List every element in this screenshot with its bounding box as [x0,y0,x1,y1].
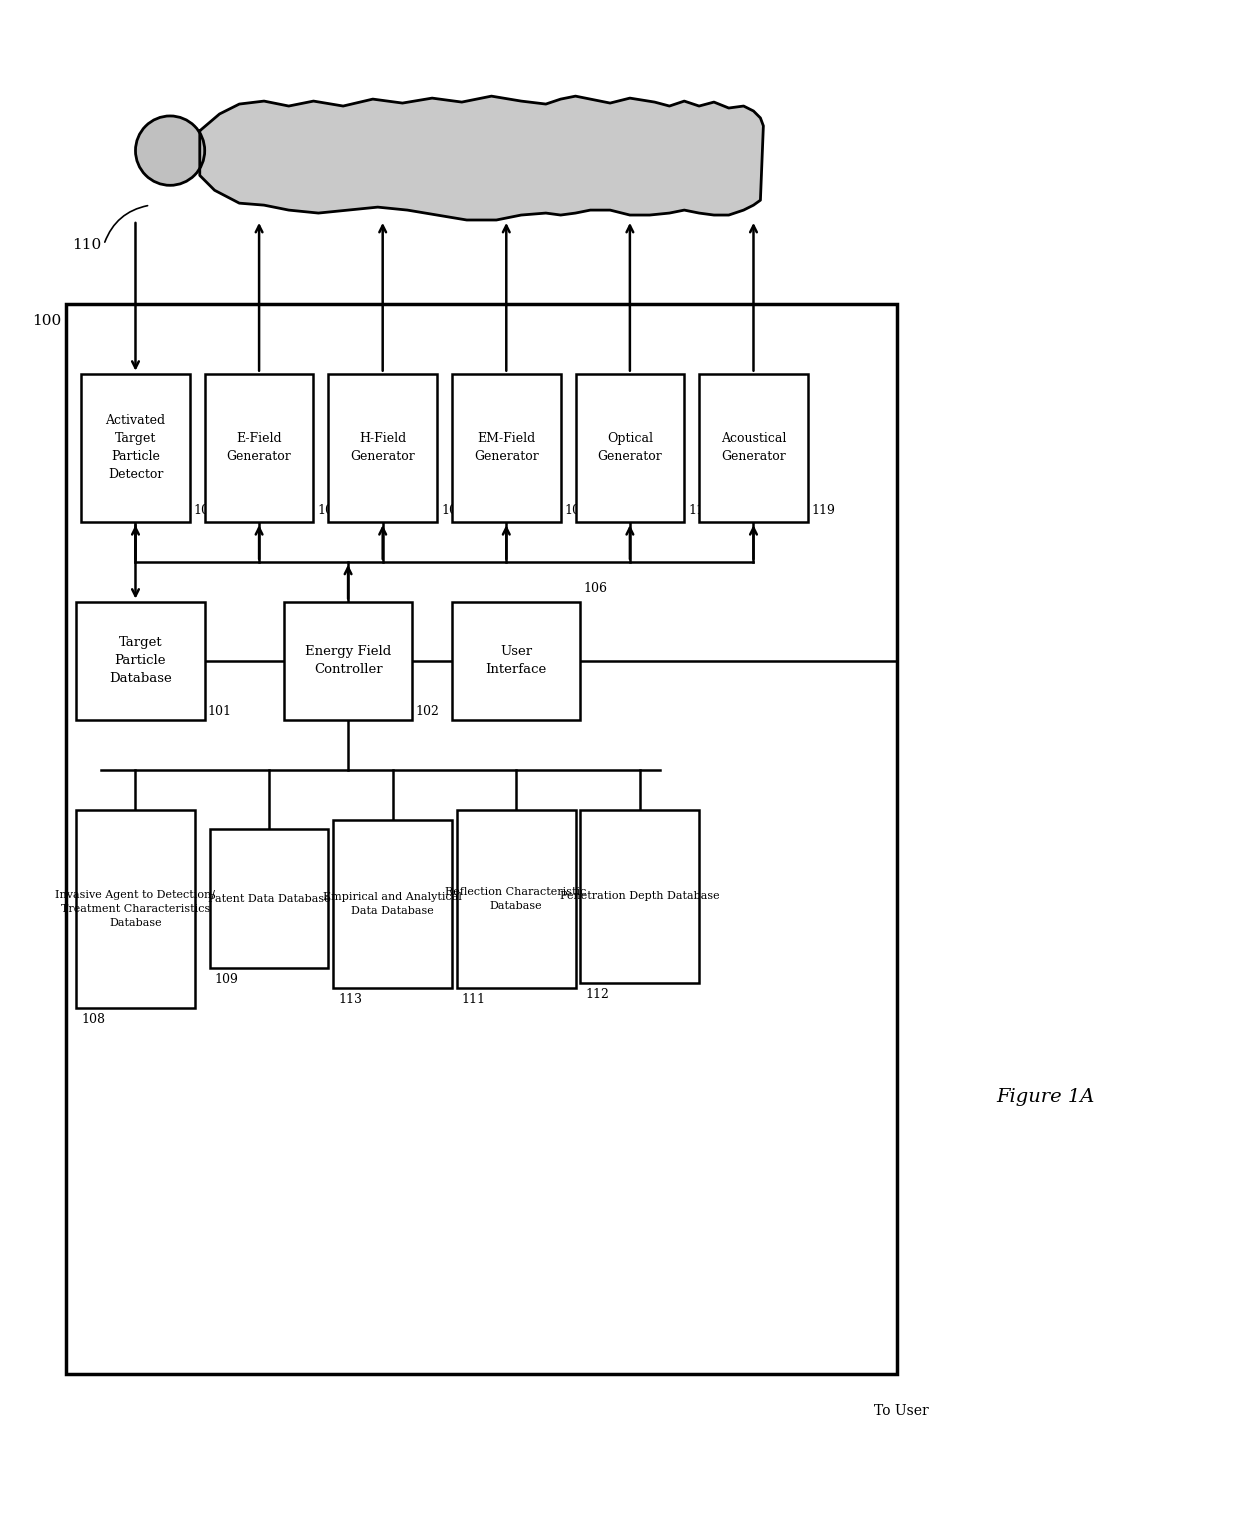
Text: 110: 110 [72,238,100,252]
Text: 118: 118 [688,504,712,518]
Bar [575,373,684,523]
Bar [456,810,575,988]
Text: 113: 113 [339,993,362,1005]
Text: EM-Field
Generator: EM-Field Generator [474,432,538,464]
Bar [580,810,699,984]
Text: Acoustical
Generator: Acoustical Generator [720,432,786,464]
Text: 102: 102 [415,705,439,718]
Text: Optical
Generator: Optical Generator [598,432,662,464]
Bar [699,373,808,523]
Text: 111: 111 [461,993,486,1005]
Text: 108: 108 [81,1013,105,1025]
Bar [81,373,190,523]
Circle shape [135,115,205,186]
Text: 109: 109 [215,973,238,987]
Bar [284,601,413,721]
Text: User
Interface: User Interface [486,646,547,676]
Text: Energy Field
Controller: Energy Field Controller [305,646,391,676]
Text: E-Field
Generator: E-Field Generator [227,432,291,464]
Text: Patent Data Database: Patent Data Database [207,895,330,904]
Text: Figure 1A: Figure 1A [996,1088,1095,1107]
Text: Penetration Depth Database: Penetration Depth Database [560,891,719,901]
Bar [451,601,580,721]
Text: 105: 105 [564,504,589,518]
Bar [66,304,897,1374]
Bar [76,601,205,721]
Polygon shape [200,97,764,220]
Text: 103: 103 [317,504,341,518]
Text: 104: 104 [441,504,465,518]
Text: 101: 101 [207,705,232,718]
Text: 107: 107 [193,504,218,518]
Text: Empirical and Analytical
Data Database: Empirical and Analytical Data Database [324,891,463,916]
Bar [329,373,436,523]
Bar [210,830,329,968]
Text: 119: 119 [812,504,836,518]
Text: 112: 112 [585,988,609,1001]
Bar [76,810,195,1008]
Bar [205,373,314,523]
Text: Invasive Agent to Detection/
Treatment Characteristics
Database: Invasive Agent to Detection/ Treatment C… [56,890,216,928]
Text: H-Field
Generator: H-Field Generator [351,432,415,464]
Text: Target
Particle
Database: Target Particle Database [109,636,172,686]
Text: Activated
Target
Particle
Detector: Activated Target Particle Detector [105,415,166,481]
Bar [334,819,451,988]
Text: Reflection Characteristic
Database: Reflection Characteristic Database [445,887,587,911]
Bar [451,373,560,523]
Text: 106: 106 [583,581,608,595]
Text: 100: 100 [32,314,61,327]
Text: To User: To User [874,1405,929,1419]
